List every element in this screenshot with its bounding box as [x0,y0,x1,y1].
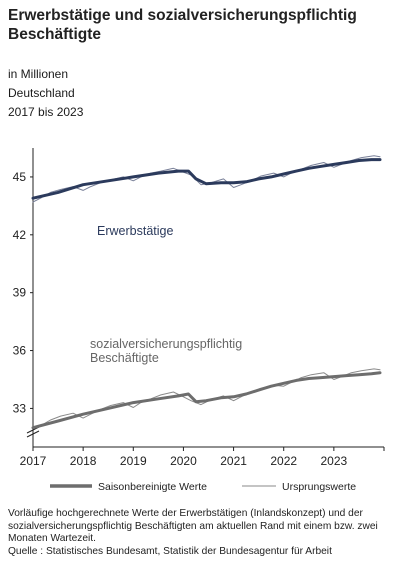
x-tick-label: 2017 [20,454,47,468]
y-tick-label: 45 [13,170,27,184]
chart-title: Erwerbstätige und sozialversicherungspfl… [8,7,357,43]
series-erwerbstaetige-ursprung [32,155,381,203]
legend-label-saisonbereinigt: Saisonbereinigte Werte [98,481,207,493]
unit-label: in Millionen [8,67,69,81]
series-svb-saisonbereinigt [31,371,382,430]
region-label: Deutschland [8,86,75,100]
x-tick-label: 2020 [170,454,197,468]
x-tick-label: 2023 [321,454,348,468]
footnote: Vorläufige hochgerechnete Werte der Erwe… [8,508,378,544]
y-tick-label: 33 [13,401,27,415]
y-tick-label: 42 [13,228,27,242]
x-tick-label: 2018 [70,454,97,468]
annotation-erwerbstaetige: Erwerbstätige [97,224,173,238]
source-note: Quelle : Statistisches Bundesamt, Statis… [8,546,332,557]
legend-label-ursprung: Ursprungswerte [282,481,356,493]
series-erwerbstaetige-saisonbereinigt [31,158,382,200]
annotation-svb-line1: sozialversicherungspflichtig [90,337,242,351]
x-tick-label: 2019 [120,454,147,468]
axis-break-mark [26,430,40,438]
x-tick-label: 2022 [270,454,297,468]
annotation-svb-line2: Beschäftigte [90,351,159,365]
period-label: 2017 bis 2023 [8,105,84,119]
line-chart: 33 36 39 42 45 2017 2018 2019 2020 2021 2022 2023 Er… [13,148,385,493]
y-tick-label: 39 [13,286,27,300]
y-tick-label: 36 [13,344,27,358]
x-tick-label: 2021 [220,454,247,468]
